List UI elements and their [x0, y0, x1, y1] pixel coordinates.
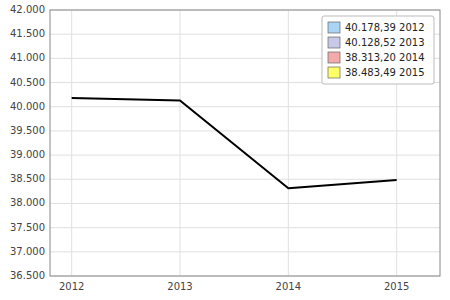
legend: 40.178,39 2012 40.128,52 2013 38.313,20 20…: [322, 16, 434, 84]
y-tick-label: 38.500: [10, 173, 45, 184]
y-tick-label: 39.000: [10, 149, 45, 160]
legend-label: 40.128,52 2013: [345, 37, 425, 48]
data-line: [72, 98, 397, 188]
legend-label: 38.483,49 2015: [345, 67, 425, 78]
x-grid-line: [71, 10, 72, 276]
legend-swatch: [328, 52, 340, 63]
x-tick-label: 2012: [59, 281, 84, 292]
legend-swatch: [328, 22, 340, 33]
plot-frame: [50, 10, 440, 276]
x-tick-label: 2015: [384, 281, 409, 292]
y-tick-label: 37.500: [10, 222, 45, 233]
y-grid-line: [50, 227, 440, 228]
y-grid-line: [50, 203, 440, 204]
y-tick-label: 41.000: [10, 52, 45, 63]
legend-label: 38.313,20 2014: [345, 52, 425, 63]
legend-swatch: [328, 37, 340, 48]
x-tick-label: 2013: [167, 281, 192, 292]
y-grid-line: [50, 106, 440, 107]
y-grid-line: [50, 155, 440, 156]
grid: [50, 10, 440, 276]
legend-label: 40.178,39 2012: [345, 22, 425, 33]
y-tick-label: 39.500: [10, 125, 45, 136]
y-tick-label: 40.000: [10, 101, 45, 112]
plot-background: [50, 10, 440, 276]
y-grid-line: [50, 130, 440, 131]
x-grid-line: [288, 10, 289, 276]
legend-swatch: [328, 67, 340, 78]
y-tick-label: 37.000: [10, 246, 45, 257]
chart-svg: 36.500 37.000 37.500 38.000 38.500 39.000 39.5…: [0, 0, 450, 300]
y-tick-label: 36.500: [10, 270, 45, 281]
y-tick-label: 38.000: [10, 197, 45, 208]
legend-box: [322, 16, 434, 84]
y-grid-line: [50, 251, 440, 252]
y-tick-label: 40.500: [10, 77, 45, 88]
x-tick-label: 2014: [276, 281, 301, 292]
y-tick-label: 42.000: [10, 4, 45, 15]
data-layer: [72, 98, 397, 188]
y-grid-line: [50, 179, 440, 180]
chart-container: 36.500 37.000 37.500 38.000 38.500 39.000 39.5…: [0, 0, 450, 300]
x-grid-line: [180, 10, 181, 276]
y-tick-label: 41.500: [10, 28, 45, 39]
